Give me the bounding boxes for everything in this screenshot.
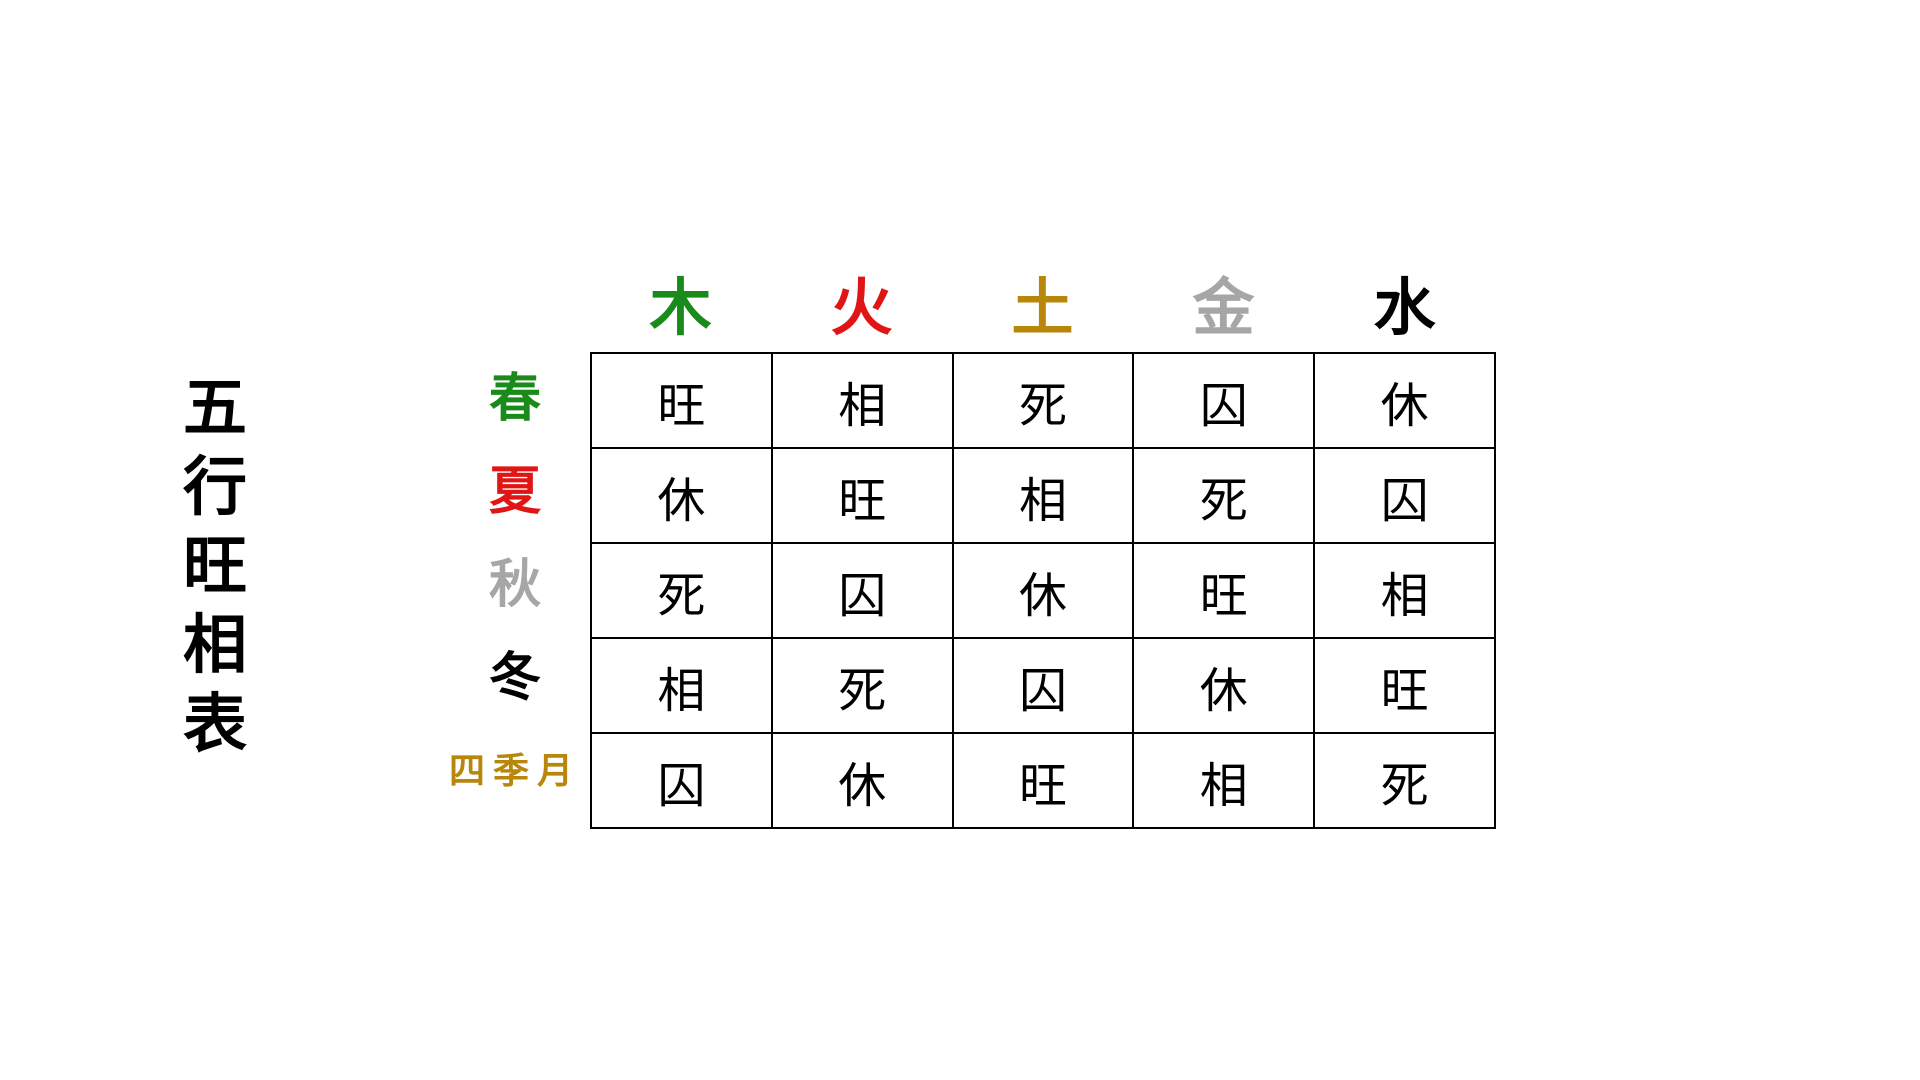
table-cell: 休 — [1313, 352, 1496, 449]
table-cell: 相 — [1313, 542, 1496, 639]
table-cell: 旺 — [1313, 637, 1496, 734]
table-cell: 囚 — [590, 732, 773, 829]
table-cell: 休 — [770, 732, 954, 829]
table-cell: 旺 — [951, 732, 1135, 829]
table-cell: 死 — [1313, 732, 1496, 829]
row-header-autumn: 秋 — [488, 555, 541, 615]
row-header-four-seasons-months: 四季月 — [448, 751, 581, 792]
title-char: 表 — [183, 688, 247, 762]
row-header-spring: 春 — [488, 369, 541, 429]
table-row: 相 死 囚 休 旺 — [590, 637, 1496, 734]
table-row: 死 囚 休 旺 相 — [590, 542, 1496, 639]
table-cell: 相 — [1132, 732, 1316, 829]
title-char: 行 — [183, 451, 247, 525]
column-header-fire: 火 — [830, 271, 893, 344]
table-row: 休 旺 相 死 囚 — [590, 447, 1496, 544]
table-cell: 囚 — [1132, 352, 1316, 449]
table-cell: 休 — [1132, 637, 1316, 734]
table-cell: 死 — [951, 352, 1135, 449]
table-cell: 休 — [951, 542, 1135, 639]
table-cell: 休 — [590, 447, 773, 544]
table-cell: 旺 — [1132, 542, 1316, 639]
table-cell: 相 — [590, 637, 773, 734]
table-cell: 旺 — [590, 352, 773, 449]
column-header-wood: 木 — [649, 271, 712, 344]
wuxing-table: 旺 相 死 囚 休 休 旺 相 死 囚 死 囚 休 旺 相 相 死 囚 休 旺 … — [590, 352, 1496, 829]
title-char: 相 — [183, 609, 247, 683]
table-cell: 囚 — [1313, 447, 1496, 544]
table-cell: 旺 — [770, 447, 954, 544]
column-header-earth: 土 — [1011, 271, 1074, 344]
table-cell: 囚 — [951, 637, 1135, 734]
table-cell: 死 — [770, 637, 954, 734]
table-cell: 死 — [590, 542, 773, 639]
row-header-summer: 夏 — [488, 462, 541, 522]
row-header-winter: 冬 — [488, 648, 541, 708]
table-cell: 死 — [1132, 447, 1316, 544]
title-char: 五 — [183, 372, 247, 446]
table-cell: 囚 — [770, 542, 954, 639]
table-cell: 相 — [951, 447, 1135, 544]
column-header-water: 水 — [1373, 271, 1436, 344]
table-cell: 相 — [770, 352, 954, 449]
column-header-metal: 金 — [1192, 271, 1255, 344]
table-row: 囚 休 旺 相 死 — [590, 732, 1496, 829]
page-title: 五 行 旺 相 表 — [170, 370, 260, 765]
title-char: 旺 — [183, 530, 247, 604]
table-row: 旺 相 死 囚 休 — [590, 352, 1496, 449]
